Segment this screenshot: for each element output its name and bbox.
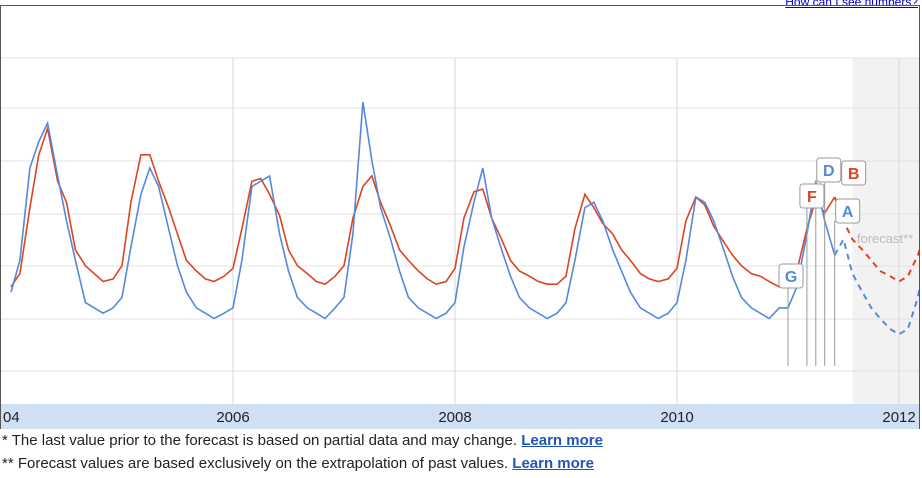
note-forecast: ** Forecast values are based exclusively… [2,455,594,472]
x-tick-label: 2008 [438,409,471,426]
series-line-1 [10,101,836,320]
flag-box [778,263,804,289]
x-axis-ticks: 04 2006 2008 2010 2012 [3,409,916,426]
flag-letter: B [848,166,860,183]
learn-more-link[interactable]: Learn more [512,455,594,472]
flag-box [816,157,842,183]
flag-letter: D [823,163,835,180]
forecast-line-3 [833,236,919,336]
flag-f[interactable]: F [799,183,825,366]
grid [1,57,919,404]
forecast-line-2 [833,196,919,283]
annotation-flags: D B F A G [778,157,867,366]
x-tick-label: 04 [3,409,20,426]
note-text: * The last value prior to the forecast i… [2,432,518,449]
series-lines [10,101,919,336]
learn-more-link[interactable]: Learn more [521,432,603,449]
x-tick-label: 2012 [882,409,915,426]
flag-letter: G [785,269,797,286]
x-axis-band [1,404,919,429]
x-tick-label: 2006 [216,409,249,426]
series-line-0 [10,125,836,288]
x-tick-label: 2010 [660,409,693,426]
flag-box [841,160,867,186]
trend-chart: D B F A G forecast** 04 2006 2008 2010 2012 [1,57,919,429]
flag-box [799,183,825,209]
note-partial-data: * The last value prior to the forecast i… [2,432,603,449]
forecast-region [852,58,919,404]
flag-d[interactable]: D [815,157,842,366]
flag-b[interactable]: B [824,160,867,366]
forecast-label: forecast** [857,231,913,246]
flag-box [835,198,861,224]
note-text: ** Forecast values are based exclusively… [2,455,509,472]
flag-g[interactable]: G [778,263,804,366]
flag-letter: F [807,189,817,206]
help-link[interactable]: How can I see numbers? [785,0,918,9]
flag-letter: A [842,204,854,221]
flag-a[interactable]: A [834,198,861,366]
